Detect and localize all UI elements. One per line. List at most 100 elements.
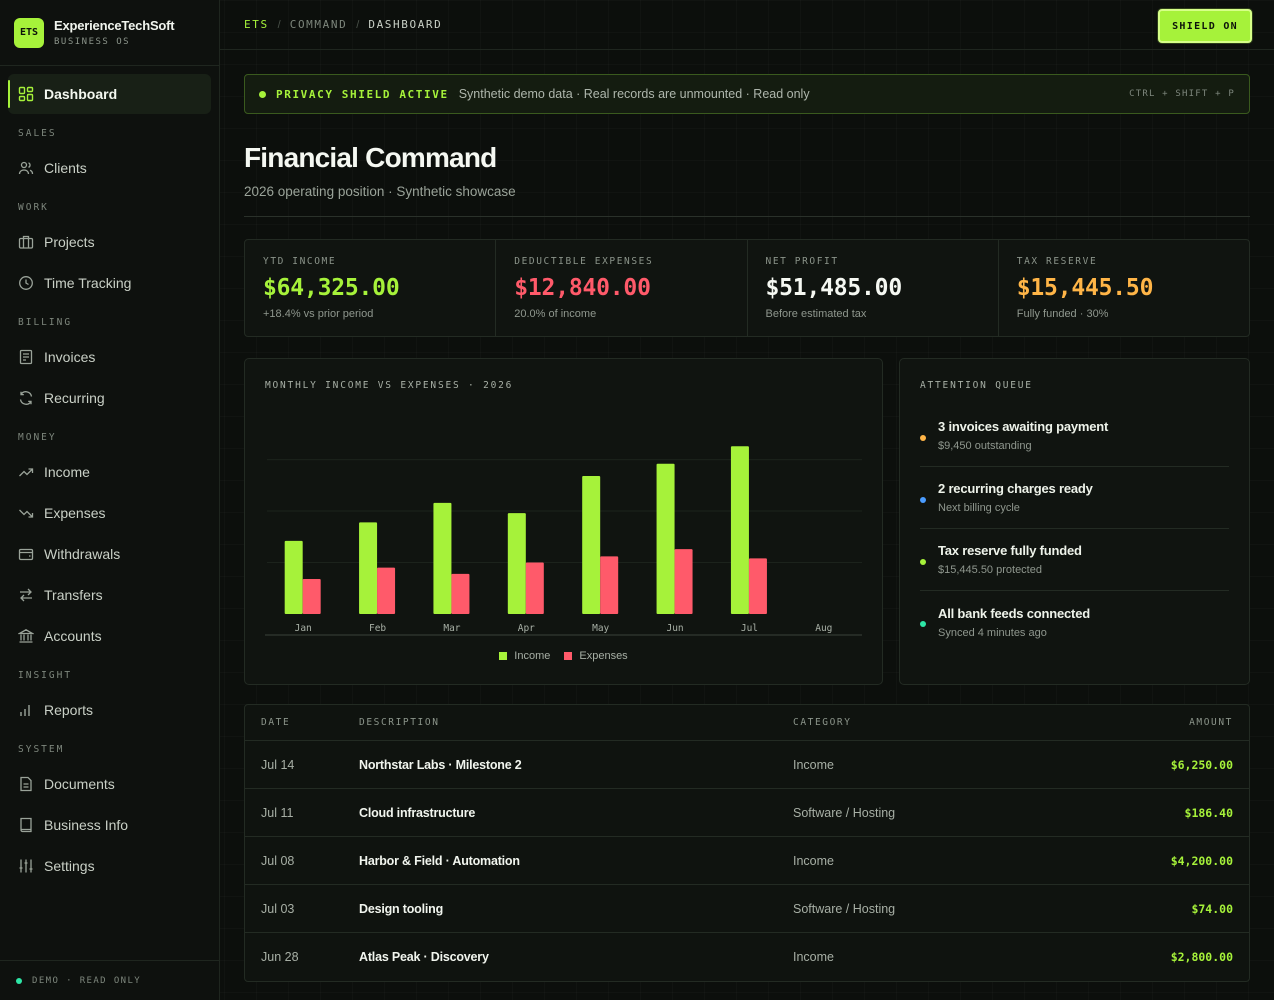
kpi-label: DEDUCTIBLE EXPENSES [514, 256, 654, 267]
kpi-deductible-expenses: DEDUCTIBLE EXPENSES $12,840.00 20.0% of … [496, 240, 748, 336]
bank-icon [18, 628, 34, 644]
cell-date: Jul 11 [261, 805, 294, 820]
table-row[interactable]: Jul 08 Harbor & Field · Automation Incom… [245, 837, 1249, 885]
sidebar-item-business-info[interactable]: Business Info [0, 804, 219, 845]
cell-description: Cloud infrastructure [359, 805, 476, 820]
sliders-icon [18, 858, 34, 874]
legend-label: Expenses [579, 650, 628, 662]
kpi-value: $51,485.00 [765, 275, 903, 301]
bar-expenses-may[interactable] [600, 556, 619, 614]
cell-category: Software / Hosting [793, 901, 896, 916]
topbar: ETS / COMMAND / DASHBOARD SHIELD ON [220, 0, 1274, 50]
bar-income-jul[interactable] [730, 446, 749, 614]
column-header-description[interactable]: DESCRIPTION [359, 717, 440, 728]
dashboard-grid-icon [18, 86, 34, 102]
sidebar-item-label: Recurring [44, 389, 105, 406]
bar-income-jun[interactable] [656, 463, 675, 614]
sidebar-item-expenses[interactable]: Expenses [0, 492, 219, 533]
queue-item[interactable]: 2 recurring charges ready Next billing cy… [920, 467, 1229, 529]
queue-item-sub: $9,450 outstanding [938, 440, 1032, 452]
bar-expenses-mar[interactable] [451, 573, 470, 614]
sidebar-item-transfers[interactable]: Transfers [0, 574, 219, 615]
bar-expenses-feb[interactable] [377, 567, 396, 614]
kpi-strip: YTD INCOME $64,325.00 +18.4% vs prior pe… [244, 239, 1250, 337]
queue-item[interactable]: Tax reserve fully funded $15,445.50 prote… [920, 529, 1229, 591]
sidebar-nav: Dashboard SALES Clients WORK Projects Ti… [0, 66, 219, 886]
wallet-icon [18, 546, 34, 562]
sidebar-item-time-tracking[interactable]: Time Tracking [0, 262, 219, 303]
document-icon [18, 776, 34, 792]
status-dot-icon [920, 434, 926, 441]
kpi-value: $12,840.00 [514, 275, 651, 301]
cell-description: Atlas Peak · Discovery [359, 950, 489, 964]
sidebar-item-label: Clients [44, 159, 87, 176]
briefcase-icon [18, 234, 34, 250]
column-header-amount[interactable]: AMOUNT [1189, 717, 1233, 728]
bar-income-jan[interactable] [284, 540, 303, 614]
shield-toggle-button[interactable]: SHIELD ON [1158, 9, 1252, 43]
bar-income-apr[interactable] [507, 513, 526, 614]
queue-item[interactable]: 3 invoices awaiting payment $9,450 outsta… [920, 405, 1229, 467]
bar-expenses-jul[interactable] [748, 558, 767, 614]
column-header-date[interactable]: DATE [261, 717, 291, 728]
invoice-icon [18, 349, 34, 365]
trend-down-icon [18, 505, 34, 521]
sidebar-item-settings[interactable]: Settings [0, 845, 219, 886]
brand[interactable]: ETS ExperienceTechSoft BUSINESS OS [0, 0, 219, 66]
table-row[interactable]: Jul 11 Cloud infrastructure Software / H… [245, 789, 1249, 837]
queue-item-title: 2 recurring charges ready [938, 481, 1093, 496]
sidebar-item-documents[interactable]: Documents [0, 763, 219, 804]
bar-expenses-jan[interactable] [302, 579, 321, 614]
cell-description: Harbor & Field · Automation [359, 853, 520, 868]
sidebar-item-projects[interactable]: Projects [0, 221, 219, 262]
breadcrumb-item-dashboard: DASHBOARD [368, 18, 443, 31]
brand-subtitle: BUSINESS OS [54, 37, 131, 47]
table-row[interactable]: Jul 14 Northstar Labs · Milestone 2 Inco… [245, 741, 1249, 789]
column-header-category[interactable]: CATEGORY [793, 717, 852, 728]
bar-income-mar[interactable] [433, 502, 452, 614]
queue-item-sub: Synced 4 minutes ago [938, 626, 1047, 639]
legend-label: Income [514, 650, 551, 662]
queue-list: 3 invoices awaiting payment $9,450 outsta… [920, 405, 1229, 653]
section-label-money: MONEY [18, 432, 57, 443]
breadcrumb-item-ets[interactable]: ETS [244, 18, 269, 31]
bar-income-feb[interactable] [359, 522, 378, 614]
transfer-icon [18, 587, 34, 603]
trend-up-icon [18, 464, 34, 480]
sidebar-item-withdrawals[interactable]: Withdrawals [0, 533, 219, 574]
sidebar-item-recurring[interactable]: Recurring [0, 377, 219, 418]
chart-and-queue-row: MONTHLY INCOME VS EXPENSES · 2026 Jan Feb… [244, 358, 1250, 685]
cell-amount: $6,250.00 [1170, 757, 1233, 772]
main-content: PRIVACY SHIELD ACTIVE Synthetic demo dat… [244, 74, 1250, 982]
clock-icon [18, 275, 34, 291]
sidebar-item-income[interactable]: Income [0, 451, 219, 492]
chart-title: MONTHLY INCOME VS EXPENSES · 2026 [265, 380, 514, 391]
queue-title: ATTENTION QUEUE [920, 380, 1033, 391]
status-dot-icon [16, 977, 22, 984]
table-row[interactable]: Jul 03 Design tooling Software / Hosting… [245, 885, 1249, 933]
section-label-insight: INSIGHT [18, 670, 73, 681]
sidebar-item-dashboard[interactable]: Dashboard [8, 74, 211, 114]
table-row[interactable]: Jun 28 Atlas Peak · Discovery Income $2,… [245, 933, 1249, 981]
page-subtitle: 2026 operating position · Synthetic show… [244, 184, 516, 199]
bar-expenses-apr[interactable] [525, 562, 544, 614]
queue-item-sub: $15,445.50 protected [938, 564, 1042, 576]
bar-expenses-jun[interactable] [674, 549, 693, 614]
sidebar-item-invoices[interactable]: Invoices [0, 336, 219, 377]
chart-legend: Income Expenses [245, 650, 882, 662]
breadcrumb-item-command[interactable]: COMMAND [289, 18, 348, 31]
kpi-label: TAX RESERVE [1016, 256, 1098, 267]
bar-income-may[interactable] [582, 476, 601, 614]
sidebar-item-accounts[interactable]: Accounts [0, 615, 219, 656]
kpi-tax-reserve: TAX RESERVE $15,445.50 Fully funded · 30… [999, 240, 1249, 336]
sidebar-item-clients[interactable]: Clients [0, 147, 219, 188]
queue-item[interactable]: All bank feeds connected Synced 4 minutes… [920, 591, 1229, 653]
legend-swatch-expenses [564, 652, 573, 660]
sidebar-item-label: Time Tracking [44, 274, 132, 291]
kpi-note: +18.4% vs prior period [263, 308, 374, 320]
sidebar-item-reports[interactable]: Reports [0, 689, 219, 730]
sidebar-item-label: Dashboard [44, 86, 118, 102]
sidebar-item-label: Reports [44, 701, 94, 718]
sidebar: ETS ExperienceTechSoft BUSINESS OS Dashb… [0, 0, 220, 1000]
breadcrumb: ETS / COMMAND / DASHBOARD [244, 18, 442, 31]
